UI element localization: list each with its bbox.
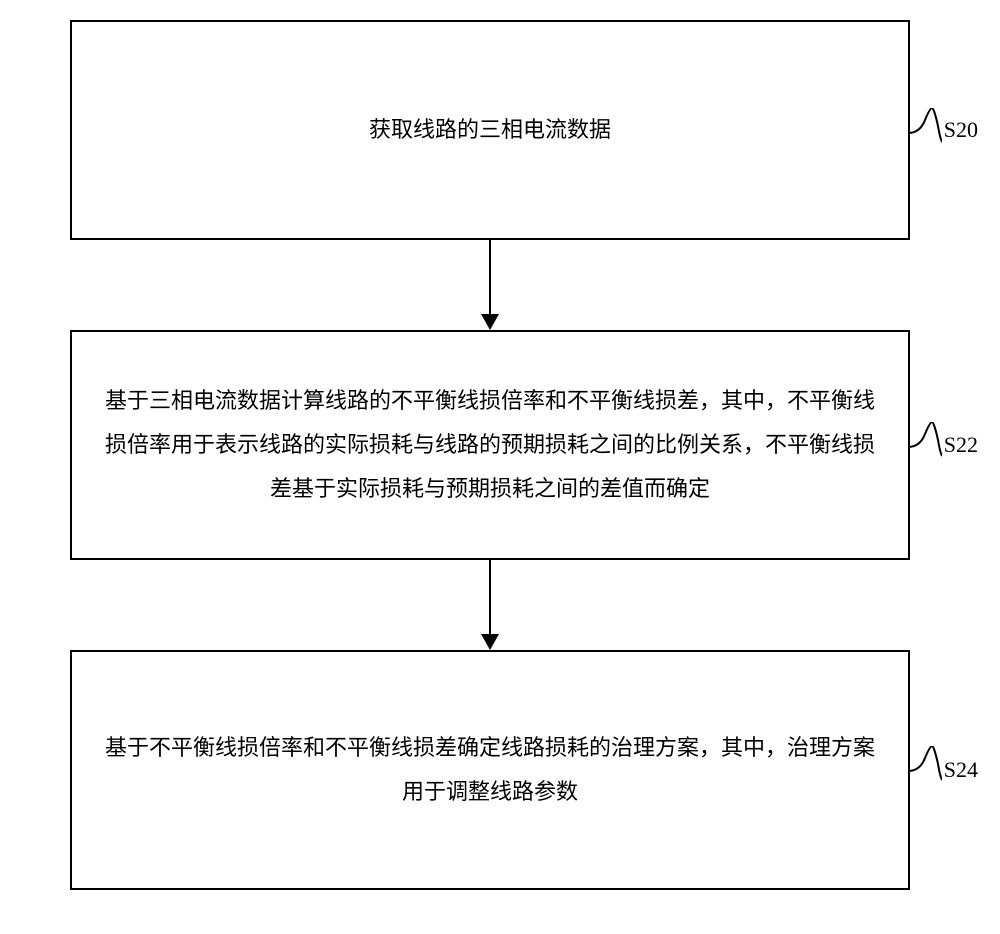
flow-node-s20-text: 获取线路的三相电流数据: [369, 108, 611, 152]
flow-node-s22: 基于三相电流数据计算线路的不平衡线损倍率和不平衡线损差，其中，不平衡线损倍率用于…: [70, 330, 910, 560]
arrow-line-icon: [489, 240, 491, 314]
flow-node-s24: 基于不平衡线损倍率和不平衡线损差确定线路损耗的治理方案，其中，治理方案用于调整线…: [70, 650, 910, 890]
connector-curve-icon: [908, 108, 942, 158]
flow-node-s20: 获取线路的三相电流数据 S20: [70, 20, 910, 240]
connector-curve-icon: [908, 746, 942, 796]
flow-node-s22-label: S22: [944, 432, 978, 458]
flow-node-s20-label: S20: [944, 117, 978, 143]
flow-node-s22-text: 基于三相电流数据计算线路的不平衡线损倍率和不平衡线损差，其中，不平衡线损倍率用于…: [102, 379, 878, 511]
flow-node-s24-text: 基于不平衡线损倍率和不平衡线损差确定线路损耗的治理方案，其中，治理方案用于调整线…: [102, 726, 878, 814]
arrow-head-icon: [481, 634, 499, 650]
connector-curve-icon: [908, 422, 942, 472]
flowchart-container: 获取线路的三相电流数据 S20 基于三相电流数据计算线路的不平衡线损倍率和不平衡…: [40, 20, 940, 914]
arrow-line-icon: [489, 560, 491, 634]
flow-node-s24-label: S24: [944, 757, 978, 783]
arrow-head-icon: [481, 314, 499, 330]
